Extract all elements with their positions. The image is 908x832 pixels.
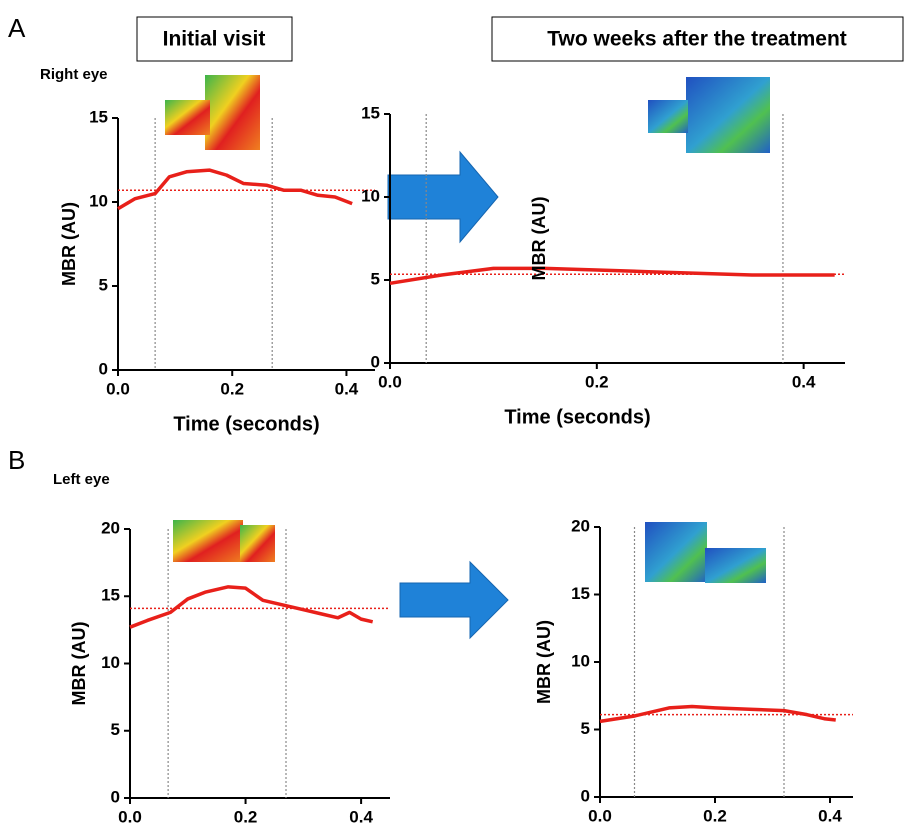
x-tick-label: 0.4 [335, 379, 359, 398]
y-tick-label: 20 [101, 518, 120, 537]
y-tick-label: 5 [111, 720, 120, 739]
y-tick-label: 10 [101, 653, 120, 672]
y-tick-label: 0 [111, 787, 120, 806]
x-tick-label: 0.2 [234, 807, 258, 826]
y-tick-label: 5 [371, 269, 380, 288]
y-tick-label: 10 [571, 651, 590, 670]
column-header: Two weeks after the treatment [547, 28, 847, 51]
x-tick-label: 0.0 [588, 806, 612, 825]
panel-label: B [8, 445, 25, 475]
x-tick-label: 0.0 [106, 379, 130, 398]
y-axis-label: MBR (AU) [529, 197, 549, 281]
data-line [130, 587, 373, 627]
x-tick-label: 0.2 [220, 379, 244, 398]
y-tick-label: 5 [581, 719, 590, 738]
x-tick-label: 0.0 [118, 807, 142, 826]
fundus-image [165, 75, 770, 583]
y-tick-label: 0 [99, 359, 108, 378]
y-tick-label: 10 [89, 191, 108, 210]
y-tick-label: 0 [581, 786, 590, 805]
y-tick-label: 15 [101, 586, 120, 605]
x-tick-label: 0.2 [703, 806, 727, 825]
arrow [388, 152, 498, 242]
x-tick-label: 0.2 [585, 372, 609, 391]
x-tick-label: 0.4 [349, 807, 373, 826]
y-tick-label: 20 [571, 516, 590, 535]
y-tick-label: 0 [371, 352, 380, 371]
y-axis-label: MBR (AU) [534, 620, 554, 704]
x-axis-label: Time (seconds) [173, 413, 319, 435]
y-tick-label: 15 [89, 107, 108, 126]
x-tick-label: 0.4 [818, 806, 842, 825]
x-tick-label: 0.0 [378, 372, 402, 391]
panel-label: A [8, 13, 26, 43]
data-line [118, 170, 352, 209]
figure: A B Initial visit Two weeks after the tr… [0, 0, 908, 832]
x-tick-label: 0.4 [792, 372, 816, 391]
y-axis-label: MBR (AU) [59, 202, 79, 286]
row-label: Left eye [53, 471, 110, 488]
y-tick-label: 15 [571, 584, 590, 603]
x-axis-label: Time (seconds) [504, 406, 650, 428]
row-label: Right eye [40, 66, 108, 83]
data-line [390, 268, 835, 283]
y-tick-label: 15 [361, 103, 380, 122]
y-tick-label: 10 [361, 186, 380, 205]
y-axis-label: MBR (AU) [69, 622, 89, 706]
arrow [400, 562, 508, 638]
y-tick-label: 5 [99, 275, 108, 294]
column-header: Initial visit [163, 28, 266, 51]
